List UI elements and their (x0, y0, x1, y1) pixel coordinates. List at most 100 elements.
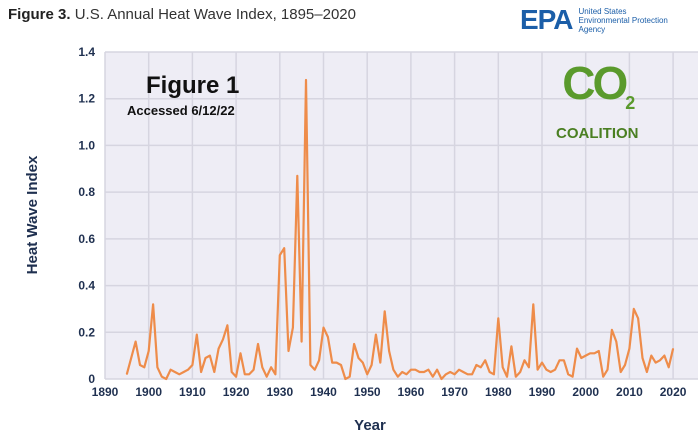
data-point (196, 334, 198, 336)
data-point (379, 362, 381, 364)
x-axis-label: Year (354, 417, 386, 434)
data-point (231, 371, 233, 373)
data-point (571, 376, 574, 378)
data-point (624, 364, 626, 366)
heat-wave-series-line (125, 78, 675, 381)
data-point (218, 348, 220, 350)
data-point (484, 359, 486, 361)
y-tick-label: 0.6 (78, 232, 95, 246)
data-point (366, 373, 368, 375)
y-axis-label: Heat Wave Index (24, 155, 41, 274)
data-point (454, 373, 456, 375)
co2-subscript: 2 (625, 93, 635, 114)
data-point (423, 371, 425, 373)
data-point (641, 357, 644, 359)
data-point (628, 348, 631, 350)
epa-logo: EPA United States Environmental Protecti… (520, 4, 668, 36)
data-point (650, 355, 652, 357)
data-point (663, 355, 665, 357)
data-point (563, 359, 565, 361)
data-point (480, 366, 482, 368)
data-point (493, 373, 495, 375)
data-point (336, 362, 338, 364)
annotation-accessed: Accessed 6/12/22 (127, 103, 235, 118)
x-tick-label: 1890 (92, 385, 119, 399)
data-point (397, 376, 399, 378)
data-point (187, 369, 189, 371)
data-point (633, 308, 635, 310)
x-tick-label: 1920 (223, 385, 250, 399)
x-tick-label: 2010 (616, 385, 643, 399)
y-tick-label: 1.2 (78, 92, 95, 106)
data-point (165, 378, 167, 380)
data-point (427, 369, 429, 371)
data-point (414, 369, 416, 371)
plot-area (105, 52, 698, 379)
epa-logo-mark: EPA (520, 4, 573, 35)
data-point (515, 376, 517, 378)
data-point (130, 357, 132, 359)
data-point (353, 343, 355, 345)
data-point (440, 378, 443, 380)
data-point (261, 366, 263, 368)
data-point (252, 369, 255, 371)
data-point (270, 366, 272, 368)
co2-coalition-logo: CO2 COALITION (556, 60, 639, 142)
data-point (672, 348, 674, 350)
data-point (646, 371, 648, 373)
data-point (327, 336, 329, 338)
data-point (362, 362, 364, 364)
data-point (598, 350, 600, 352)
data-point (248, 373, 250, 375)
data-point (204, 357, 207, 359)
data-point (309, 364, 311, 366)
data-point (156, 366, 159, 368)
data-point (405, 373, 408, 375)
data-point (497, 317, 499, 319)
data-point (370, 364, 373, 366)
data-point (541, 362, 543, 364)
data-point (611, 329, 613, 331)
data-point (436, 369, 438, 371)
data-point (314, 369, 316, 371)
data-point (152, 303, 154, 305)
data-point (589, 352, 591, 354)
data-point (445, 373, 447, 375)
x-tick-label: 1990 (529, 385, 556, 399)
x-tick-label: 1940 (310, 385, 337, 399)
x-tick-label: 1910 (179, 385, 206, 399)
data-point (668, 366, 670, 368)
data-point (475, 364, 478, 366)
data-point (134, 341, 137, 343)
x-tick-label: 1970 (441, 385, 468, 399)
y-tick-label: 1.0 (78, 138, 95, 152)
data-point (331, 362, 333, 364)
y-tick-label: 0.4 (78, 279, 95, 293)
epa-line1: United States (578, 6, 627, 16)
data-point (593, 352, 596, 354)
data-point (244, 373, 246, 375)
x-tick-label: 1950 (354, 385, 381, 399)
data-point (615, 341, 617, 343)
y-tick-label: 0.8 (78, 185, 95, 199)
data-point (226, 324, 228, 326)
data-point (554, 369, 556, 371)
data-point (301, 341, 303, 343)
data-point (169, 369, 172, 371)
data-point (585, 355, 587, 357)
data-point (296, 175, 298, 177)
data-point (292, 327, 294, 329)
data-point (602, 376, 604, 378)
data-point (257, 343, 259, 345)
data-point (209, 355, 211, 357)
data-point (462, 371, 464, 373)
data-point (449, 371, 451, 373)
data-point (239, 352, 242, 354)
co2-text: CO (562, 57, 628, 109)
data-point (384, 310, 386, 312)
data-point (340, 364, 342, 366)
data-point (458, 369, 460, 371)
data-point (392, 369, 395, 371)
data-point (506, 376, 508, 378)
